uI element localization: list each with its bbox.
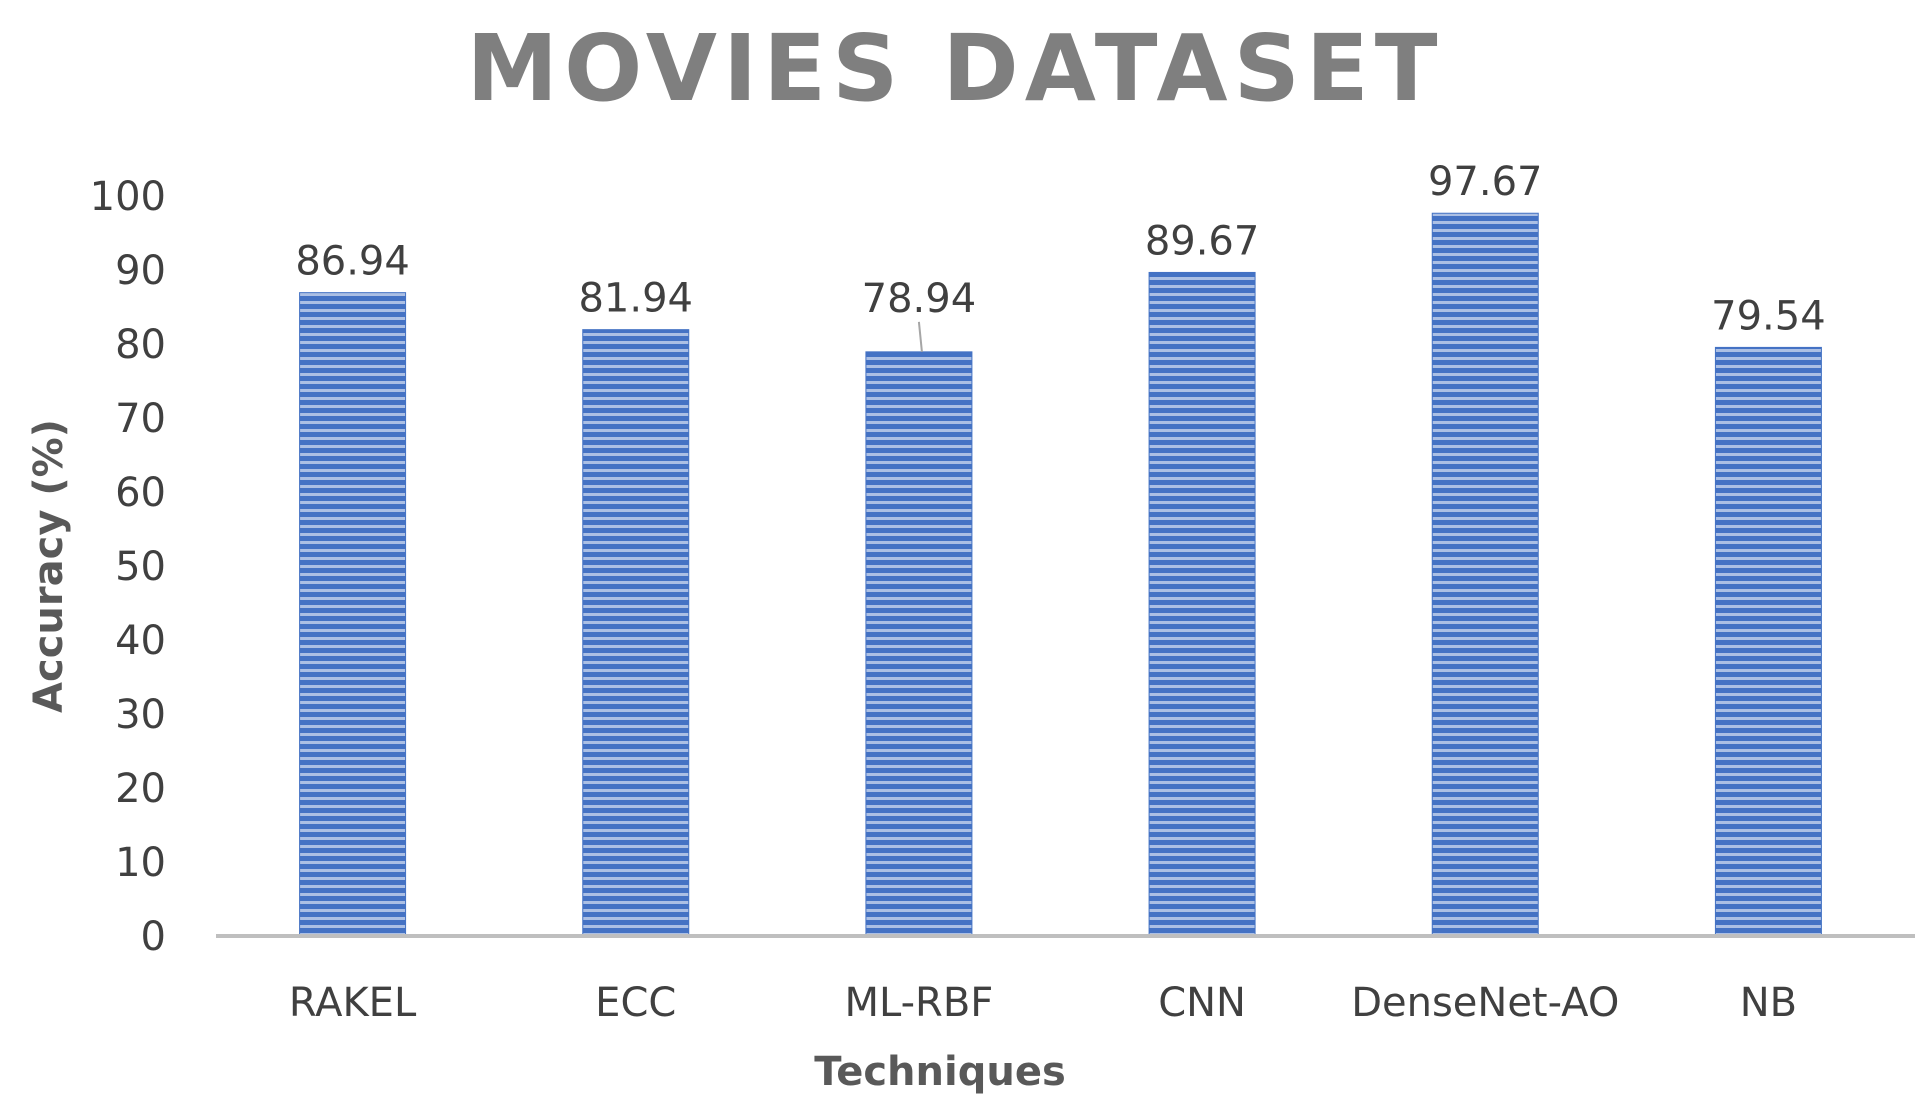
y-tick-label: 80 xyxy=(115,322,166,368)
y-tick-label: 70 xyxy=(115,396,166,442)
y-tick-label: 10 xyxy=(115,840,166,886)
bars-group xyxy=(299,212,1822,937)
x-category-label: CNN xyxy=(1158,980,1246,1026)
bar xyxy=(865,351,973,937)
bar xyxy=(1431,212,1539,937)
x-category-label: ML-RBF xyxy=(845,980,994,1026)
y-tick-label: 90 xyxy=(115,248,166,294)
bar xyxy=(1148,271,1256,937)
category-labels-group: RAKEL ECC ML-RBF CNN DenseNet-AO NB xyxy=(289,980,1797,1026)
y-tick-label: 60 xyxy=(115,470,166,516)
data-label: 89.67 xyxy=(1145,218,1260,264)
data-label: 78.94 xyxy=(862,276,977,322)
data-label: 81.94 xyxy=(578,276,693,322)
data-labels-group: 86.94 81.94 78.94 89.67 97.67 79.54 xyxy=(295,159,1826,352)
x-axis-title: Techniques xyxy=(814,1049,1066,1095)
data-label: 86.94 xyxy=(295,239,410,285)
y-axis-title: Accuracy (%) xyxy=(26,419,72,713)
data-label: 97.67 xyxy=(1428,159,1543,205)
x-category-label: ECC xyxy=(595,980,676,1026)
y-axis-ticks: 0 10 20 30 40 50 60 70 80 90 100 xyxy=(90,174,166,960)
y-tick-label: 20 xyxy=(115,766,166,812)
bar xyxy=(582,329,690,937)
x-category-label: RAKEL xyxy=(289,980,417,1026)
bar xyxy=(299,292,407,937)
y-tick-label: 100 xyxy=(90,174,166,220)
data-label: 79.54 xyxy=(1711,293,1826,339)
bar xyxy=(1714,346,1822,937)
x-category-label: DenseNet-AO xyxy=(1351,980,1619,1026)
y-tick-label: 0 xyxy=(141,914,166,960)
y-tick-label: 30 xyxy=(115,692,166,738)
y-tick-label: 50 xyxy=(115,544,166,590)
y-tick-label: 40 xyxy=(115,618,166,664)
chart-title: MOVIES DATASET xyxy=(467,15,1444,122)
x-category-label: NB xyxy=(1740,980,1797,1026)
data-label-leader-line xyxy=(917,321,923,352)
